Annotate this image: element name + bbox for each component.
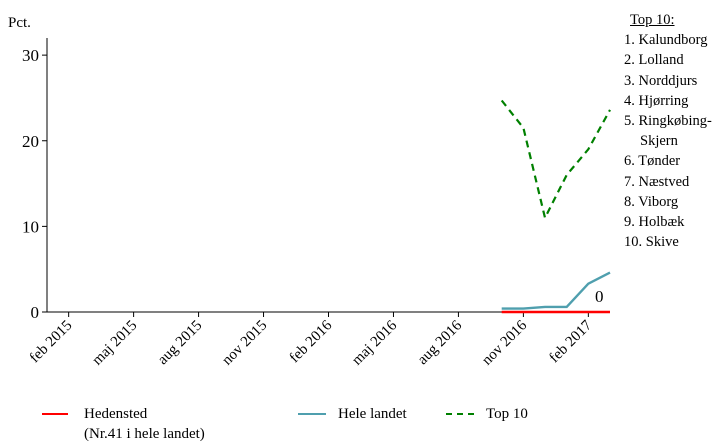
top-10-list-item: 5. Ringkøbing- bbox=[624, 113, 712, 130]
x-tick-label: nov 2015 bbox=[219, 318, 270, 369]
legend-swatch-top-10 bbox=[446, 413, 474, 415]
x-tick-label: maj 2016 bbox=[349, 317, 400, 368]
x-tick-label: nov 2016 bbox=[479, 317, 530, 368]
top-10-list-item: 7. Næstved bbox=[624, 173, 690, 190]
x-tick-label: aug 2016 bbox=[415, 317, 466, 368]
x-tick-label: aug 2015 bbox=[155, 318, 206, 369]
top-10-title: Top 10: bbox=[630, 12, 675, 28]
y-tick-label: 10 bbox=[22, 217, 39, 236]
series-line-hele-landet bbox=[501, 271, 611, 310]
top-10-list-item: 1. Kalundborg bbox=[624, 32, 708, 49]
legend-label-hele-landet: Hele landet bbox=[338, 406, 407, 422]
y-axis-label: Pct. bbox=[8, 15, 31, 31]
top-10-panel: Top 10: 1. Kalundborg 2. Lolland 3. Norddj… bbox=[624, 10, 712, 252]
top-10-list-item: 4. Hjørring bbox=[624, 92, 689, 109]
annotation-layer: 0 bbox=[595, 287, 604, 306]
x-tick-label: feb 2017 bbox=[546, 317, 595, 366]
top-10-list-item: 9. Holbæk bbox=[624, 214, 685, 231]
legend-swatch-hele-landet bbox=[298, 413, 326, 415]
y-tick-label: 30 bbox=[22, 46, 39, 65]
top-10-list: 1. Kalundborg 2. Lolland 3. Norddjurs 4. Hj… bbox=[624, 30, 712, 252]
top-10-list-item: 3. Norddjurs bbox=[624, 72, 698, 89]
legend-label-top-10: Top 10 bbox=[486, 406, 528, 422]
top-10-list-item: 6. Tønder bbox=[624, 153, 681, 170]
legend-label-hedensted: Hedensted bbox=[84, 406, 148, 422]
legend-note-hedensted: (Nr.41 i hele landet) bbox=[84, 426, 205, 442]
top-10-list-item: 10. Skive bbox=[624, 234, 679, 251]
series-layer bbox=[500, 99, 611, 314]
x-tick-label: maj 2015 bbox=[89, 318, 140, 369]
top-10-list-item: 2. Lolland bbox=[624, 52, 684, 69]
y-tick-label: 0 bbox=[31, 303, 40, 322]
y-axis-ticks: 0 10 20 30 bbox=[22, 46, 47, 322]
top-10-list-item: 8. Viborg bbox=[624, 193, 679, 210]
x-axis-ticks: feb 2015 maj 2015 aug 2015 nov 2015 feb 2016… bbox=[27, 312, 596, 369]
top-10-list-item: Skjern bbox=[640, 133, 678, 150]
series-line-top-10 bbox=[500, 99, 611, 221]
x-tick-label: feb 2015 bbox=[27, 318, 76, 367]
y-tick-label: 20 bbox=[22, 132, 39, 151]
legend-swatch-hedensted bbox=[42, 413, 68, 415]
annotation-label: 0 bbox=[595, 287, 604, 306]
x-tick-label: feb 2016 bbox=[287, 317, 336, 366]
